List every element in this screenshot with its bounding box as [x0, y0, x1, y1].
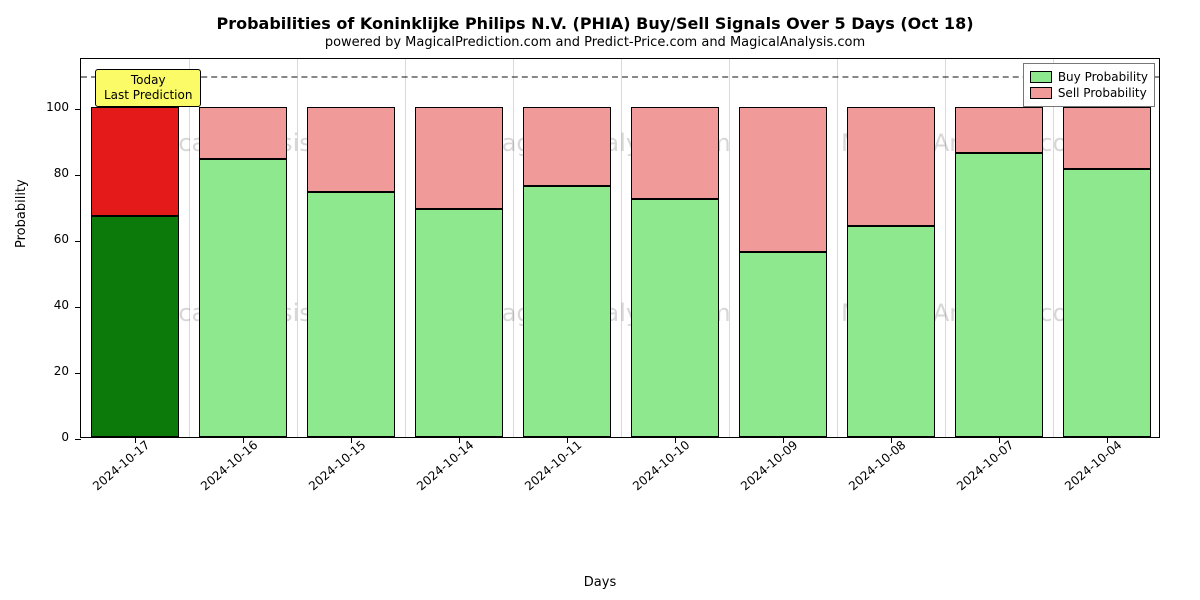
legend: Buy Probability Sell Probability	[1023, 63, 1155, 107]
annotation-line-2: Last Prediction	[104, 88, 192, 103]
x-tick-mark	[567, 437, 568, 443]
legend-swatch-buy	[1030, 71, 1052, 83]
grid-line	[513, 59, 514, 437]
y-tick-label: 40	[35, 298, 75, 312]
chart-subtitle: powered by MagicalPrediction.com and Pre…	[10, 35, 1180, 50]
plot-area: MagicalAnalysis.comMagicalAnalysis.comMa…	[80, 58, 1160, 438]
bar-sell	[847, 107, 936, 226]
bar-group	[631, 59, 720, 437]
bar-sell	[199, 107, 288, 160]
grid-line	[729, 59, 730, 437]
y-tick-mark	[75, 307, 81, 308]
grid-line	[297, 59, 298, 437]
y-tick-label: 100	[35, 100, 75, 114]
grid-line	[1053, 59, 1054, 437]
y-tick-label: 60	[35, 232, 75, 246]
bar-sell	[1063, 107, 1152, 170]
bar-sell	[415, 107, 504, 209]
x-tick-mark	[135, 437, 136, 443]
y-tick-mark	[75, 175, 81, 176]
x-tick-label: 2024-10-10	[592, 438, 693, 526]
bar-buy	[847, 226, 936, 437]
bar-group	[199, 59, 288, 437]
bar-buy	[307, 192, 396, 437]
x-tick-label: 2024-10-08	[808, 438, 909, 526]
y-tick-label: 0	[35, 430, 75, 444]
bar-group	[955, 59, 1044, 437]
bar-sell	[91, 107, 180, 216]
x-tick-label: 2024-10-04	[1024, 438, 1125, 526]
grid-line	[621, 59, 622, 437]
bar-group	[523, 59, 612, 437]
y-tick-label: 20	[35, 364, 75, 378]
legend-swatch-sell	[1030, 87, 1052, 99]
y-tick-mark	[75, 439, 81, 440]
x-tick-mark	[1107, 437, 1108, 443]
bar-buy	[523, 186, 612, 437]
x-tick-label: 2024-10-09	[700, 438, 801, 526]
legend-label-sell: Sell Probability	[1058, 86, 1147, 100]
y-tick-mark	[75, 109, 81, 110]
annotation-line-1: Today	[104, 73, 192, 88]
bar-buy	[739, 252, 828, 437]
bar-group	[415, 59, 504, 437]
x-tick-mark	[243, 437, 244, 443]
bar-sell	[955, 107, 1044, 153]
today-annotation: Today Last Prediction	[95, 69, 201, 107]
x-tick-label: 2024-10-17	[52, 438, 153, 526]
legend-entry-buy: Buy Probability	[1030, 70, 1148, 84]
bar-buy	[631, 199, 720, 437]
bar-buy	[1063, 169, 1152, 437]
chart-container: Probabilities of Koninklijke Philips N.V…	[0, 0, 1200, 600]
x-tick-label: 2024-10-07	[916, 438, 1017, 526]
bar-sell	[631, 107, 720, 200]
chart-title: Probabilities of Koninklijke Philips N.V…	[10, 14, 1180, 33]
y-tick-mark	[75, 241, 81, 242]
x-tick-mark	[459, 437, 460, 443]
grid-line	[945, 59, 946, 437]
bar-buy	[199, 159, 288, 437]
bar-sell	[739, 107, 828, 252]
bar-group	[307, 59, 396, 437]
legend-label-buy: Buy Probability	[1058, 70, 1148, 84]
bar-group	[847, 59, 936, 437]
x-tick-mark	[891, 437, 892, 443]
bar-group	[739, 59, 828, 437]
grid-line	[405, 59, 406, 437]
bar-sell	[523, 107, 612, 186]
bar-group	[1063, 59, 1152, 437]
y-tick-mark	[75, 373, 81, 374]
x-tick-mark	[675, 437, 676, 443]
legend-entry-sell: Sell Probability	[1030, 86, 1148, 100]
x-tick-label: 2024-10-14	[376, 438, 477, 526]
x-tick-label: 2024-10-15	[268, 438, 369, 526]
x-axis-label: Days	[584, 575, 616, 590]
x-tick-mark	[351, 437, 352, 443]
bar-buy	[91, 216, 180, 437]
grid-line	[837, 59, 838, 437]
y-tick-label: 80	[35, 166, 75, 180]
bars-layer	[81, 59, 1159, 437]
bar-buy	[955, 153, 1044, 437]
bar-buy	[415, 209, 504, 437]
x-tick-label: 2024-10-16	[160, 438, 261, 526]
bar-sell	[307, 107, 396, 193]
bar-group	[91, 59, 180, 437]
x-tick-label: 2024-10-11	[484, 438, 585, 526]
grid-line	[189, 59, 190, 437]
y-axis-label: Probability	[14, 179, 29, 248]
x-tick-mark	[999, 437, 1000, 443]
x-tick-mark	[783, 437, 784, 443]
